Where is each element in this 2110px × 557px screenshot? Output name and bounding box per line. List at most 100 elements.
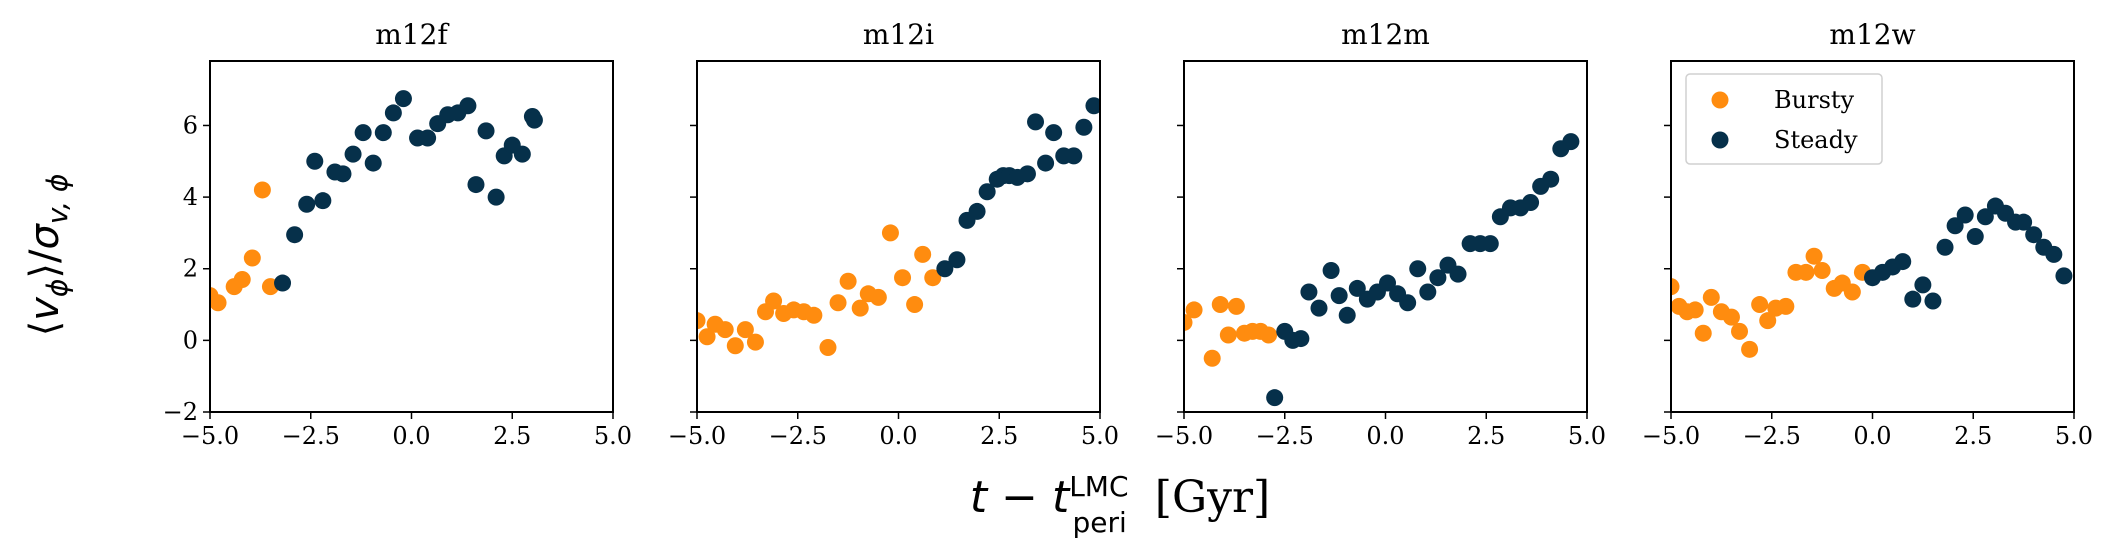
panel-m12f: m12f −5.0 −2.5 0.0 2.5 5.0 −2 0 2 4 6	[163, 18, 632, 450]
point-steady	[1292, 330, 1310, 348]
x-label-minus: −	[987, 472, 1052, 523]
point-bursty	[1211, 296, 1229, 314]
points	[210, 90, 543, 312]
x-label-unit: [Gyr]	[1141, 472, 1270, 523]
point-steady	[1018, 165, 1036, 183]
point-bursty	[1843, 283, 1861, 301]
point-steady	[1542, 170, 1560, 188]
point-steady	[2015, 213, 2033, 231]
point-steady	[1894, 253, 1912, 271]
point-steady	[394, 90, 412, 108]
x-tick-label: 2.5	[980, 422, 1018, 450]
point-steady	[2055, 267, 2073, 285]
x-tick-label: −2.5	[1743, 422, 1801, 450]
points	[1671, 197, 2073, 358]
legend-label-bursty: Bursty	[1774, 86, 1855, 114]
point-steady	[1330, 287, 1348, 305]
point-steady	[354, 124, 372, 142]
point-bursty	[736, 321, 754, 339]
point-bursty	[1722, 308, 1740, 326]
point-bursty	[697, 312, 706, 330]
point-bursty	[1797, 263, 1815, 281]
y-tick-label: −2	[163, 398, 198, 426]
point-steady	[384, 104, 402, 122]
x-tick-label: 5.0	[1568, 422, 1606, 450]
x-tick-label: −5.0	[1155, 422, 1213, 450]
point-steady	[364, 154, 382, 172]
panels: m12f −5.0 −2.5 0.0 2.5 5.0 −2 0 2 4 6 m12i −5.0 −2.5 0…	[163, 18, 2093, 450]
point-steady	[1966, 228, 1984, 245]
panel-title: m12w	[1829, 18, 1915, 51]
point-steady	[1322, 262, 1340, 280]
y-label-close: ⟩	[22, 263, 68, 279]
x-tick-label: 0.0	[1366, 422, 1404, 450]
point-steady	[948, 251, 966, 269]
point-bursty	[746, 333, 764, 351]
point-steady	[487, 188, 505, 206]
point-steady	[1419, 283, 1437, 301]
point-steady	[1956, 206, 1974, 224]
points	[1184, 133, 1580, 407]
legend-marker-steady	[1711, 131, 1729, 149]
point-bursty	[1227, 297, 1245, 315]
point-steady	[314, 192, 332, 210]
x-tick-label: 0.0	[879, 422, 917, 450]
point-bursty	[765, 292, 783, 310]
point-steady	[1065, 147, 1083, 165]
y-axis-label: ⟨vϕ⟩/σv, ϕ	[22, 174, 74, 337]
y-label-sigma: σ	[22, 223, 68, 250]
point-bursty	[1686, 301, 1704, 319]
panel-m12w: m12w −5.0 −2.5 0.0 2.5 5.0 Bursty Steady	[1642, 18, 2093, 450]
point-steady	[374, 124, 392, 142]
point-bursty	[829, 294, 847, 312]
point-steady	[1266, 389, 1284, 407]
y-tick-label: 0	[183, 326, 198, 354]
point-steady	[1522, 193, 1540, 211]
point-bursty	[1185, 301, 1203, 319]
panel-m12i: m12i −5.0 −2.5 0.0 2.5 5.0	[668, 18, 1119, 450]
point-bursty	[1184, 313, 1193, 331]
point-bursty	[914, 245, 932, 263]
point-steady	[1300, 283, 1318, 301]
point-steady	[306, 152, 324, 170]
x-label-t2: t	[1052, 472, 1071, 523]
point-steady	[513, 145, 531, 163]
point-bursty	[805, 306, 823, 324]
point-bursty	[1777, 297, 1795, 315]
point-steady	[1562, 133, 1580, 151]
point-bursty	[1759, 312, 1777, 330]
point-bursty	[894, 269, 912, 287]
panel-title: m12i	[863, 18, 934, 51]
y-label-open: ⟨	[22, 321, 68, 337]
point-steady	[1976, 208, 1994, 226]
point-steady	[334, 165, 352, 183]
point-bursty	[698, 328, 716, 346]
point-steady	[1936, 238, 1954, 256]
point-bursty	[1671, 278, 1680, 296]
point-steady	[298, 195, 316, 213]
point-steady	[1338, 306, 1356, 324]
point-steady	[419, 129, 437, 147]
point-steady	[936, 260, 954, 278]
point-bursty	[869, 288, 887, 306]
point-steady	[467, 176, 485, 194]
x-tick-label: 0.0	[392, 422, 430, 450]
point-bursty	[924, 269, 942, 287]
point-steady	[1946, 217, 1964, 235]
point-steady	[1085, 97, 1100, 115]
point-steady	[1379, 274, 1397, 292]
x-tick-label: −5.0	[181, 422, 239, 450]
point-bursty	[1813, 262, 1831, 280]
point-steady	[968, 202, 986, 220]
axis-frame	[696, 60, 1101, 413]
point-bursty	[881, 224, 899, 242]
legend-marker-bursty	[1711, 91, 1729, 109]
point-bursty	[210, 294, 227, 312]
points	[697, 97, 1100, 357]
point-bursty	[819, 339, 837, 357]
point-bursty	[726, 337, 744, 355]
x-label-t: t	[970, 472, 989, 523]
y-label-v: v	[22, 296, 68, 321]
point-steady	[459, 97, 477, 115]
